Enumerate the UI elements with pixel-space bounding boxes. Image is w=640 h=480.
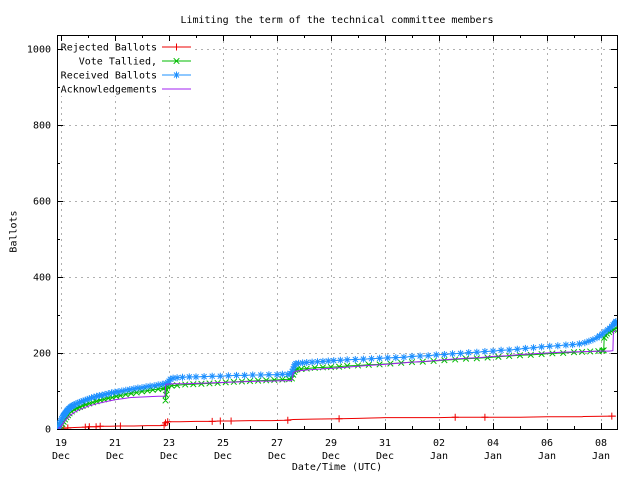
x-tick-label: 25 xyxy=(217,438,229,449)
series-rejected-ballots xyxy=(58,412,616,429)
series-markers xyxy=(60,412,616,429)
legend: Rejected Ballots Vote Tallied, Received Ba… xyxy=(61,43,191,96)
series-acknowledgements xyxy=(57,330,617,429)
series-line xyxy=(57,321,617,429)
x-tick-label: Dec xyxy=(376,451,394,462)
x-tick-label: Dec xyxy=(268,451,286,462)
x-tick-label: Dec xyxy=(322,451,340,462)
x-tick-label: Jan xyxy=(538,451,556,462)
x-tick-label: 04 xyxy=(487,438,499,449)
x-tick-label: Jan xyxy=(592,451,610,462)
y-tick-label: 1000 xyxy=(27,45,51,56)
y-tick-label: 200 xyxy=(33,349,51,360)
x-tick-label: 23 xyxy=(163,438,175,449)
x-tick-label: Dec xyxy=(52,451,70,462)
plot-border xyxy=(57,35,618,430)
x-tick-label: 21 xyxy=(109,438,121,449)
x-tick-label: Dec xyxy=(214,451,232,462)
legend-sample-marker xyxy=(173,57,180,65)
x-tick-label: 06 xyxy=(541,438,553,449)
legend-label-rejected-ballots: Rejected Ballots xyxy=(61,43,157,54)
legend-label-vote-tallied: Vote Tallied, xyxy=(79,57,157,68)
series-line xyxy=(58,415,616,429)
chart-title: Limiting the term of the technical commi… xyxy=(180,15,494,26)
y-axis-title: Ballots xyxy=(8,210,20,253)
legend-label-acknowledgements: Acknowledgements xyxy=(61,85,157,96)
series-markers xyxy=(57,324,617,429)
x-tick-label: Dec xyxy=(106,451,124,462)
series-line xyxy=(57,327,617,429)
y-tick-label: 0 xyxy=(45,425,51,436)
legend-label-received-ballots: Received Ballots xyxy=(61,71,157,82)
legend-background xyxy=(58,39,195,96)
y-tick-label: 600 xyxy=(33,197,51,208)
tick-labels: 19 Dec 21 Dec 23 Dec 25 Dec 27 Dec 29 Dec 31 Dec 02 Jan… xyxy=(27,45,610,463)
series-line xyxy=(57,330,617,429)
legend-sample-marker xyxy=(173,43,180,51)
x-tick-label: 02 xyxy=(433,438,445,449)
series-markers xyxy=(57,318,617,429)
x-tick-label: Dec xyxy=(160,451,178,462)
x-tick-label: 08 xyxy=(595,438,607,449)
x-tick-label: 27 xyxy=(271,438,283,449)
x-tick-label: 31 xyxy=(379,438,391,449)
x-tick-label: Jan xyxy=(484,451,502,462)
x-tick-label: 19 xyxy=(55,438,67,449)
x-axis-title: Date/Time (UTC) xyxy=(291,462,383,473)
y-tick-label: 800 xyxy=(33,121,51,132)
y-tick-label: 400 xyxy=(33,273,51,284)
legend-sample-marker xyxy=(173,71,180,79)
series-vote-tallied xyxy=(57,324,617,429)
series-received-ballots xyxy=(57,318,617,429)
x-tick-label: 29 xyxy=(325,438,337,449)
x-tick-label: Jan xyxy=(430,451,448,462)
